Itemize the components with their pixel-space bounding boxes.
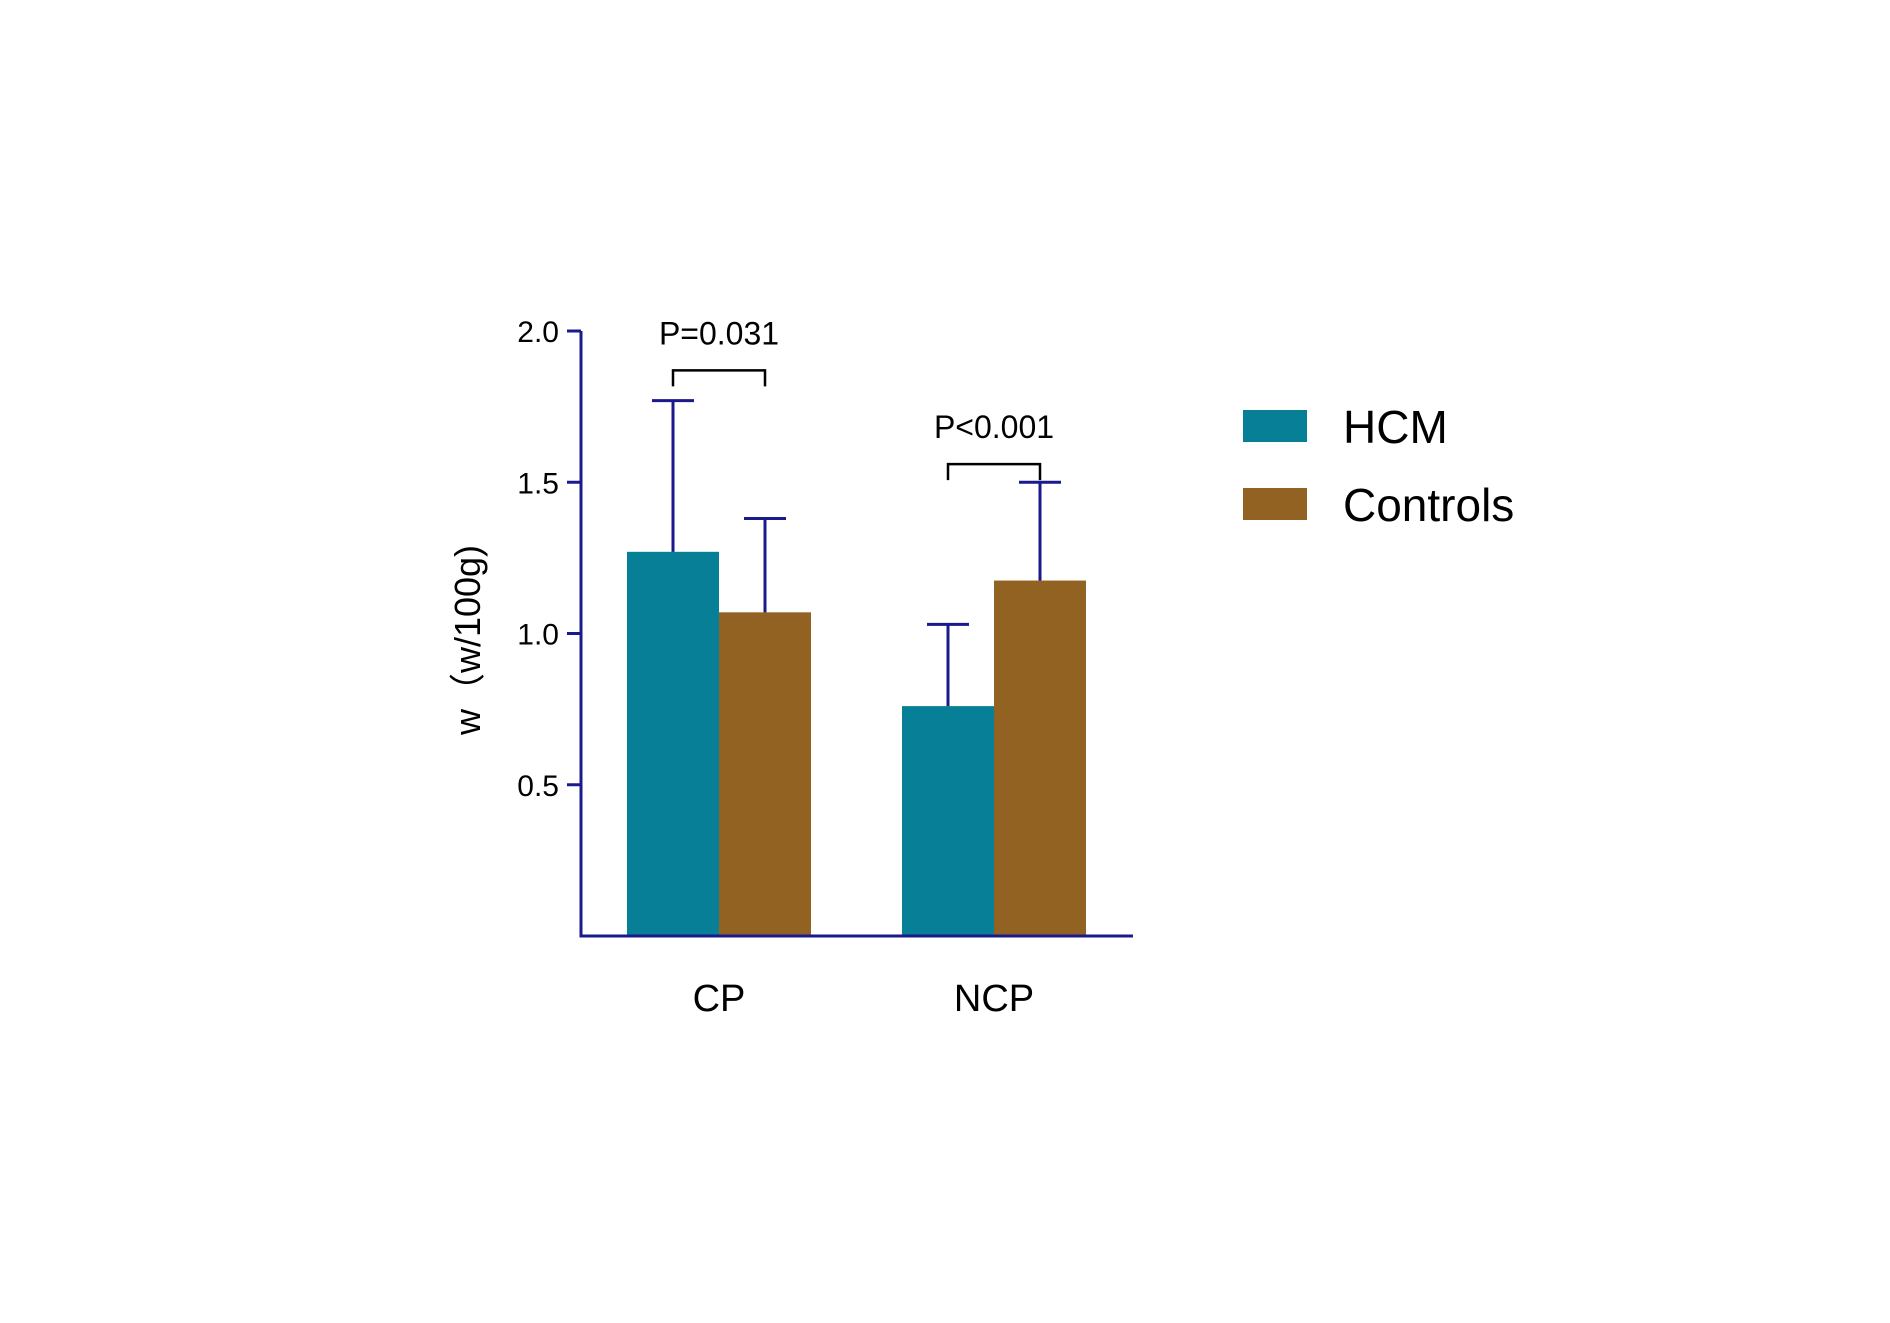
significance-bracket bbox=[946, 462, 1042, 481]
bar bbox=[627, 551, 719, 936]
bar bbox=[719, 612, 811, 936]
y-tick-label: 2.0 bbox=[517, 316, 559, 349]
p-value-label: P<0.001 bbox=[934, 409, 1054, 445]
p-value-label: P=0.031 bbox=[659, 315, 779, 351]
legend-label: Controls bbox=[1343, 479, 1514, 531]
legend-swatch bbox=[1243, 410, 1307, 442]
bar bbox=[902, 706, 994, 936]
y-ticks-layer: 0.5 1.0 1.5 2.0 bbox=[517, 316, 581, 803]
legend: HCM Controls bbox=[1243, 401, 1514, 531]
y-tick-label: 1.0 bbox=[517, 619, 559, 652]
y-axis-label: w（w/100g) bbox=[447, 545, 488, 736]
annotations-layer: CP NCP P=0.031 P<0.001 bbox=[659, 315, 1054, 1020]
x-category-label: CP bbox=[693, 978, 746, 1020]
y-tick-label: 1.5 bbox=[517, 467, 559, 500]
x-category-label: NCP bbox=[954, 978, 1034, 1020]
y-tick-label: 0.5 bbox=[517, 770, 559, 803]
legend-label: HCM bbox=[1343, 401, 1448, 453]
bars-layer bbox=[627, 551, 1086, 936]
legend-swatch bbox=[1243, 488, 1307, 520]
significance-bracket bbox=[671, 369, 767, 387]
error-bars-layer bbox=[652, 399, 1061, 707]
bar bbox=[994, 580, 1086, 936]
